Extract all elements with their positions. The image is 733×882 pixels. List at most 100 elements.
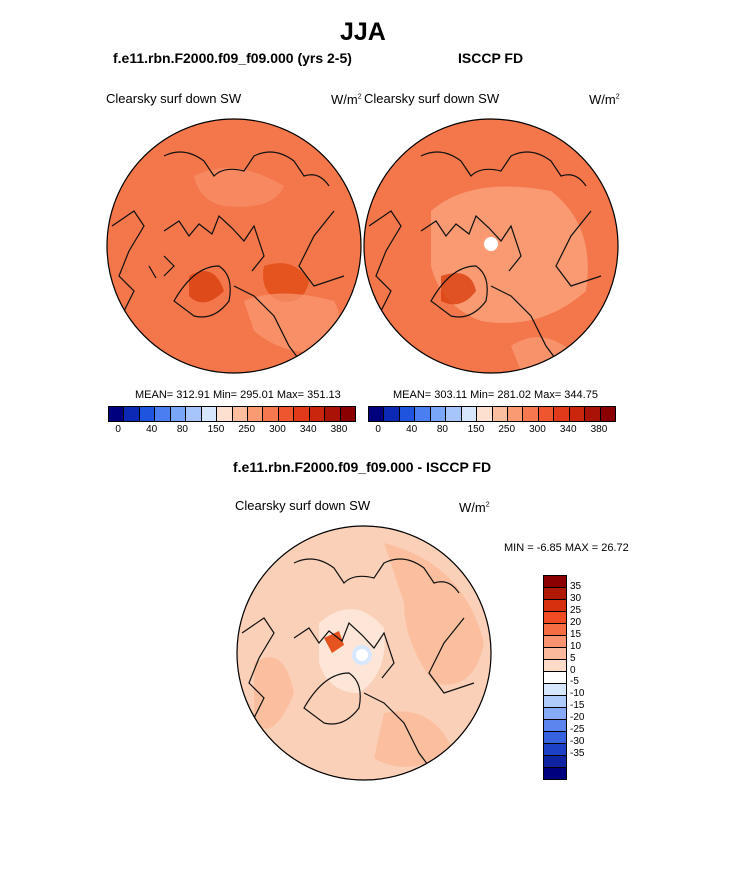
colorbar-tick-label: 380 xyxy=(330,424,348,435)
diff-variable-label: Clearsky surf down SW xyxy=(235,498,371,513)
colorbar-tick-label: 15 xyxy=(570,628,582,640)
colorbar-swatch xyxy=(544,588,566,600)
colorbar-swatch xyxy=(538,407,555,421)
colorbar-swatch xyxy=(109,407,125,421)
colorbar-tick-label: 380 xyxy=(590,424,608,435)
right-polar-map xyxy=(363,118,619,374)
colorbar-swatch xyxy=(155,407,171,421)
colorbar-swatch xyxy=(544,768,566,779)
coastline xyxy=(363,692,435,774)
colorbar-tick-label: -5 xyxy=(570,676,579,688)
coastline xyxy=(298,210,345,287)
colorbar-swatch xyxy=(399,407,416,421)
colorbar-swatch xyxy=(544,600,566,612)
colorbar-swatch xyxy=(186,407,202,421)
colorbar-swatch xyxy=(544,648,566,660)
map-field-dark-patch xyxy=(189,271,224,303)
colorbar-tick-label: 150 xyxy=(207,424,225,435)
colorbar-tick-label: 40 xyxy=(406,424,418,435)
colorbar-tick-label: 150 xyxy=(467,424,485,435)
colorbar-swatch xyxy=(247,407,264,421)
map-missing-pole xyxy=(484,237,498,251)
coastline xyxy=(420,214,522,272)
colorbar-swatch xyxy=(523,407,539,421)
colorbar-swatch xyxy=(544,732,566,744)
right-panel-heading: ISCCP FD xyxy=(458,50,524,66)
coastline xyxy=(303,672,361,725)
colorbar-tick-label: 40 xyxy=(146,424,158,435)
colorbar-tick-label: 340 xyxy=(299,424,317,435)
colorbar-swatch xyxy=(544,660,566,672)
colorbar-tick-label: -20 xyxy=(570,712,585,724)
diff-units-label: W/m2 xyxy=(459,500,490,515)
colorbar-swatch xyxy=(263,407,279,421)
left-polar-map xyxy=(106,118,362,374)
diff-polar-map xyxy=(236,525,492,781)
coastline xyxy=(490,285,562,367)
colorbar-swatch xyxy=(309,407,326,421)
right-colorbar xyxy=(368,406,616,422)
colorbar-swatch xyxy=(544,708,566,720)
map-field-dark-patch xyxy=(324,631,344,653)
colorbar-tick-label: 300 xyxy=(529,424,546,435)
right-units-label: W/m2 xyxy=(589,92,620,107)
coastline xyxy=(368,210,402,312)
colorbar-tick-label: 0 xyxy=(115,424,121,435)
colorbar-swatch xyxy=(201,407,218,421)
colorbar-tick-label: 250 xyxy=(498,424,516,435)
colorbar-swatch xyxy=(278,407,295,421)
colorbar-swatch xyxy=(600,407,615,421)
colorbar-swatch xyxy=(554,407,570,421)
left-panel-heading: f.e11.rbn.F2000.f09_f09.000 (yrs 2-5) xyxy=(113,50,352,66)
colorbar-swatch xyxy=(124,407,140,421)
colorbar-tick-label: -15 xyxy=(570,700,585,712)
colorbar-swatch xyxy=(544,672,566,684)
colorbar-swatch xyxy=(446,407,462,421)
coastline xyxy=(173,265,231,318)
colorbar-tick-label: 80 xyxy=(176,424,188,435)
diff-stats: MIN = -6.85 MAX = 26.72 xyxy=(504,542,629,554)
colorbar-swatch xyxy=(544,612,566,624)
colorbar-swatch xyxy=(544,636,566,648)
page-title: JJA xyxy=(340,18,386,46)
colorbar-tick-label: 340 xyxy=(559,424,577,435)
colorbar-swatch xyxy=(430,407,447,421)
colorbar-tick-label: 5 xyxy=(570,652,576,664)
colorbar-swatch xyxy=(294,407,310,421)
colorbar-swatch xyxy=(544,744,566,756)
colorbar-swatch xyxy=(544,756,566,768)
colorbar-tick-label: -10 xyxy=(570,688,585,700)
diff-colorbar xyxy=(543,575,567,780)
coastline xyxy=(241,617,275,719)
left-variable-label: Clearsky surf down SW xyxy=(106,91,242,106)
colorbar-swatch xyxy=(415,407,431,421)
colorbar-tick-label: 0 xyxy=(570,664,576,676)
coastline xyxy=(233,285,305,367)
map-field-mid-patch xyxy=(254,657,294,729)
coastline xyxy=(163,151,330,187)
colorbar-swatch xyxy=(232,407,248,421)
map-field-pale-patch xyxy=(319,609,385,693)
diff-panel-heading: f.e11.rbn.F2000.f09_f09.000 - ISCCP FD xyxy=(233,459,492,475)
colorbar-swatch xyxy=(544,696,566,708)
coastline xyxy=(163,214,265,272)
colorbar-tick-label: -25 xyxy=(570,724,585,736)
colorbar-swatch xyxy=(170,407,187,421)
coastline xyxy=(420,151,587,187)
map-field-dark-patch xyxy=(441,273,476,305)
right-variable-label: Clearsky surf down SW xyxy=(364,91,500,106)
colorbar-tick-label: 250 xyxy=(238,424,256,435)
coastline xyxy=(111,210,145,312)
map-field-mid-patch xyxy=(374,711,454,767)
colorbar-swatch xyxy=(217,407,233,421)
colorbar-tick-label: -35 xyxy=(570,748,585,760)
colorbar-swatch xyxy=(492,407,508,421)
colorbar-swatch xyxy=(585,407,601,421)
map-field-dark-patch xyxy=(263,263,309,302)
coastline xyxy=(555,210,602,287)
map-field-base xyxy=(107,119,361,373)
colorbar-swatch xyxy=(544,720,566,732)
colorbar-tick-label: 80 xyxy=(436,424,448,435)
coastline xyxy=(430,265,488,318)
map-field-light-patch xyxy=(244,293,339,352)
